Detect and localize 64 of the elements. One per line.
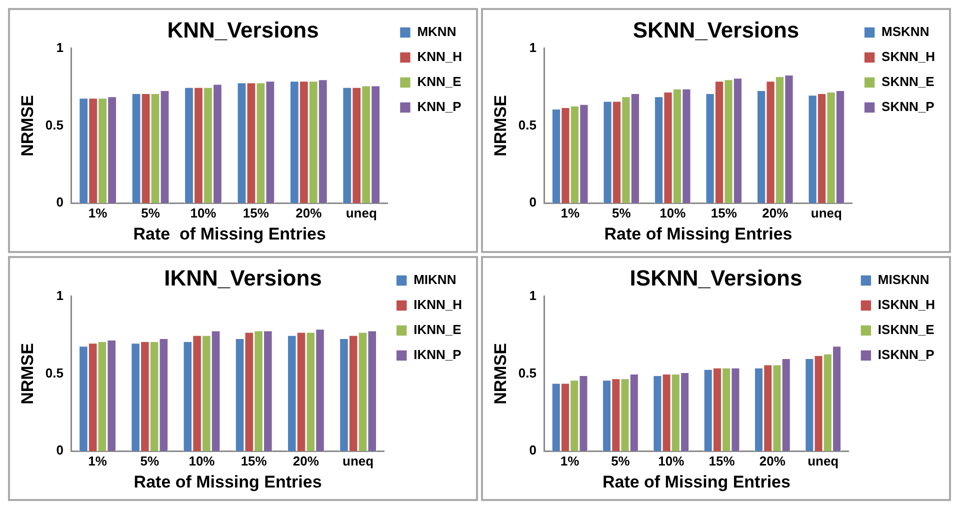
x-tick-label: 20% xyxy=(292,453,320,468)
legend-label: SKNN_H xyxy=(882,49,936,64)
x-tick-label: 5% xyxy=(611,453,630,468)
x-tick-label: 20% xyxy=(762,205,789,220)
y-axis-title: NRMSE xyxy=(490,94,510,156)
y-tick-label: 0 xyxy=(56,442,64,458)
x-axis-title: Rate of Missing Entries xyxy=(133,224,326,244)
legend-label: KNN_P xyxy=(417,99,462,114)
y-axis-title: NRMSE xyxy=(18,94,37,156)
x-tick-label: 5% xyxy=(140,453,160,468)
x-tick-label: uneq xyxy=(342,453,374,468)
x-tick-label: 1% xyxy=(88,453,108,468)
x-tick-label: 1% xyxy=(88,205,108,220)
legend-label: IKNN_P xyxy=(414,347,462,362)
y-axis-title: NRMSE xyxy=(18,342,37,404)
chart-title: ISKNN_Versions xyxy=(630,265,802,290)
x-tick-label: 10% xyxy=(190,205,217,220)
legend-label: ISKNN_P xyxy=(878,347,935,362)
x-tick-label: 15% xyxy=(242,205,270,220)
x-axis-title: Rate of Missing Entries xyxy=(134,472,322,492)
y-tick-label: 0 xyxy=(529,194,536,210)
x-tick-label: 15% xyxy=(708,453,736,468)
legend-label: MKNN xyxy=(417,24,456,40)
y-axis-title: NRMSE xyxy=(490,342,510,404)
x-tick-label: uneq xyxy=(346,205,377,220)
legend-label: SKNN_P xyxy=(882,99,935,114)
y-tick-label: 1 xyxy=(529,40,536,55)
x-tick-label: 5% xyxy=(612,205,632,220)
chart-title: IKNN_Versions xyxy=(164,265,322,290)
x-tick-label: uneq xyxy=(808,453,839,468)
x-axis-title: Rate of Missing Entries xyxy=(602,472,790,492)
y-tick-label: 0 xyxy=(529,442,536,458)
legend-label: MIKNN xyxy=(414,272,456,288)
y-tick-label: 0.5 xyxy=(45,365,64,380)
chart-title: KNN_Versions xyxy=(167,17,319,42)
legend-label: IKNN_H xyxy=(414,297,462,312)
x-tick-label: uneq xyxy=(810,205,842,220)
legend-label: MISKNN xyxy=(878,272,930,288)
x-tick-label: 20% xyxy=(759,453,786,468)
x-tick-label: 15% xyxy=(710,205,738,220)
x-tick-label: 20% xyxy=(296,205,322,220)
legend-label: MSKNN xyxy=(882,24,930,40)
y-tick-label: 1 xyxy=(56,288,64,303)
x-tick-label: 1% xyxy=(560,205,580,220)
y-tick-label: 1 xyxy=(56,40,64,55)
x-tick-label: 5% xyxy=(141,205,160,220)
x-tick-label: 10% xyxy=(658,453,685,468)
x-axis-title: Rate of Missing Entries xyxy=(604,224,792,244)
legend-label: KNN_H xyxy=(417,49,462,64)
legend-label: SKNN_E xyxy=(882,74,935,90)
chart-title: SKNN_Versions xyxy=(632,17,800,42)
legend-label: IKNN_E xyxy=(414,322,462,338)
x-tick-label: 10% xyxy=(660,205,686,220)
y-tick-label: 0.5 xyxy=(518,117,536,132)
x-tick-label: 15% xyxy=(240,453,268,468)
legend-label: ISKNN_E xyxy=(878,322,935,338)
y-tick-label: 1 xyxy=(529,288,536,303)
x-tick-label: 10% xyxy=(188,453,216,468)
legend-label: KNN_E xyxy=(417,74,462,90)
y-tick-label: 0.5 xyxy=(518,365,536,380)
y-tick-label: 0.5 xyxy=(45,117,64,132)
x-tick-label: 1% xyxy=(560,453,580,468)
legend-label: ISKNN_H xyxy=(878,297,936,312)
y-tick-label: 0 xyxy=(56,194,64,210)
